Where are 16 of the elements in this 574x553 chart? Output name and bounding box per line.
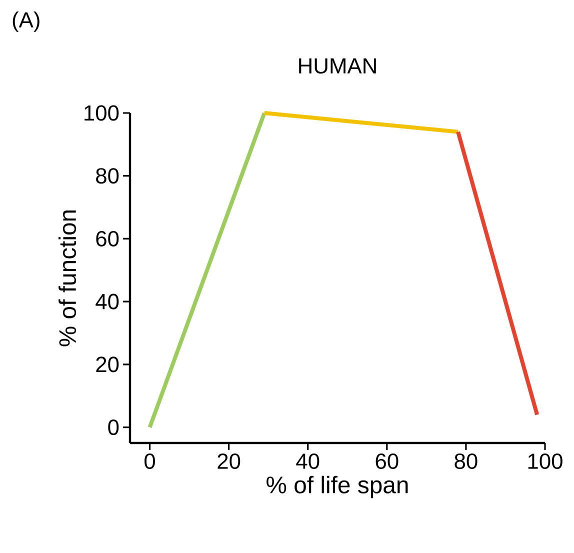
- x-axis-title: % of life span: [266, 476, 408, 498]
- chart-title: HUMAN: [299, 58, 376, 74]
- y-tick-label: 60: [96, 230, 119, 246]
- x-tick-label: 0: [144, 453, 155, 470]
- y-tick-label: 20: [96, 356, 119, 372]
- x-tick-label: 40: [296, 453, 320, 470]
- y-tick-label: 40: [96, 294, 119, 310]
- y-tick-label: 80: [96, 168, 119, 184]
- x-tick-label: 100: [528, 453, 562, 470]
- y-tick-label: 100: [84, 105, 119, 121]
- text: (A): [12, 12, 40, 32]
- y-tick-label: 0: [108, 420, 119, 436]
- x-tick-label: 60: [376, 453, 398, 470]
- x-tick-label: 20: [218, 453, 240, 470]
- x-tick-label: 80: [454, 453, 478, 470]
- y-axis-title: % of function: [58, 210, 76, 346]
